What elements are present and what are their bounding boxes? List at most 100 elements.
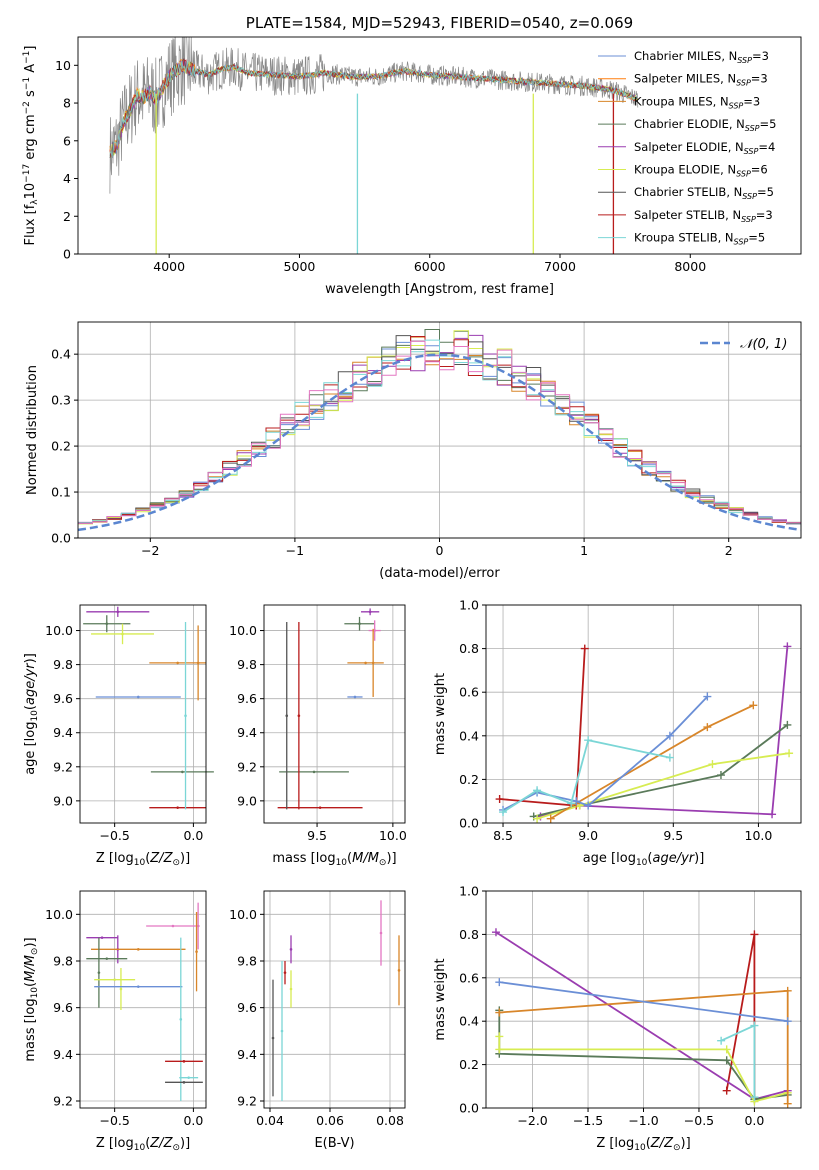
x-tick-label: −1 (286, 543, 304, 558)
x-tick-label: 2 (725, 543, 733, 558)
legend-text: Chabrier STELIB, N (634, 185, 742, 199)
label-part: Z [log (96, 1136, 134, 1151)
y-tick-label: 9.2 (237, 1094, 257, 1109)
x-tick-label: 7000 (544, 259, 576, 274)
legend-value: =4 (758, 140, 775, 154)
label-part: Normed distribution (25, 365, 40, 495)
label-part: ( (145, 851, 150, 866)
data-point (358, 622, 361, 626)
y-axis-label: age [log10(age/yr)] (23, 653, 40, 775)
point-6 (86, 957, 128, 960)
chart-title: PLATE=1584, MJD=52943, FIBERID=0540, z=0… (246, 14, 633, 32)
x-tick-label: 0.0 (744, 1113, 764, 1128)
axes-frame (79, 604, 207, 824)
data-point (271, 1036, 275, 1040)
series-0 (495, 644, 589, 810)
x-axis-label: age [log10(age/yr)] (583, 851, 705, 868)
data-point (179, 1018, 183, 1021)
series-marker (533, 786, 542, 795)
y-axis-label: Flux [fλ10−17 erg cm−2 s−1 A−1] (22, 46, 40, 246)
y-axis-label: mass weight (433, 958, 448, 1040)
x-tick-label: −0.5 (684, 1113, 714, 1128)
legend-value: =5 (748, 231, 765, 245)
label-part: age/yr (23, 662, 38, 705)
legend-text: Salpeter STELIB, N (634, 208, 741, 222)
legend-item-6: Chabrier STELIB, NSSP=5 (598, 185, 774, 201)
series-marker (722, 1045, 731, 1054)
point-2 (86, 936, 118, 939)
legend-sub: SSP (737, 56, 752, 65)
y-tick-label: 10.0 (229, 623, 257, 638)
legend-text: Salpeter ELODIE, N (634, 140, 744, 154)
series-line (502, 695, 709, 811)
y-tick-label: 9.6 (53, 1000, 73, 1015)
x-tick-label: 0.04 (256, 1113, 284, 1128)
point-9 (119, 968, 123, 1010)
point-5 (379, 900, 383, 966)
label-part: 10 (336, 858, 348, 868)
spectrum-frame (77, 36, 802, 255)
y-tick-label: 9.4 (53, 725, 73, 740)
y-tick-label: 0.8 (459, 641, 479, 656)
data-point (105, 622, 109, 626)
data-point (184, 714, 187, 718)
legend-label: Chabrier STELIB, NSSP=5 (634, 185, 774, 201)
data-point (105, 957, 109, 960)
point-7 (277, 806, 363, 809)
label-part: Z/Z (149, 1136, 173, 1151)
series-4 (495, 986, 792, 1108)
label-part: 10 (636, 858, 648, 868)
series-marker (546, 814, 555, 823)
label-part: ( (647, 851, 652, 866)
legend-sub: SSP (736, 79, 751, 88)
axes-frame (485, 890, 802, 1109)
x-tick-label: 0.08 (376, 1113, 404, 1128)
data-point (195, 950, 198, 953)
x-tick-label: 5000 (284, 259, 316, 274)
legend-label: Chabrier ELODIE, NSSP=5 (634, 117, 776, 133)
label-part: ⊙ (379, 858, 387, 868)
data-point (289, 948, 293, 951)
model-spectrum-8 (109, 60, 638, 158)
label-part: s (23, 90, 38, 101)
label-part: age [log (23, 722, 38, 775)
data-point (136, 695, 140, 699)
label-part: λ (30, 199, 40, 205)
y-tick-label: 9.0 (237, 793, 257, 808)
legend-value: =3 (743, 94, 760, 108)
series-3 (533, 749, 794, 823)
label-part: 10 (134, 858, 146, 868)
axes-spectrum: 4000 5000 6000 7000 8000 0 2 4 6 8 10 (55, 58, 706, 274)
series-marker (703, 723, 712, 732)
series-marker (495, 795, 504, 804)
y-axis-label: mass [log10(M/M⊙)] (23, 937, 40, 1061)
y-tick-label: 9.6 (237, 1000, 257, 1015)
label-part: (data-model)/error (379, 566, 500, 581)
label-part: mass weight (433, 958, 448, 1040)
series-marker (750, 1093, 759, 1102)
x-axis-label: wavelength [Angstrom, rest frame] (325, 282, 554, 297)
label-part: )] (681, 1136, 691, 1151)
x-tick-label: 0 (436, 543, 444, 558)
label-part: −17 (22, 164, 32, 183)
data-point (312, 770, 316, 774)
series-marker (567, 799, 576, 808)
data-point (176, 806, 179, 809)
axes-age-vs-mass: 9.5 10.0 9.0 9.2 9.4 9.6 9.8 10.0 (229, 605, 407, 843)
data-point (100, 936, 104, 939)
data-point (113, 978, 116, 981)
y-tick-label: 0.0 (459, 1101, 479, 1116)
legend-value: =5 (760, 117, 777, 131)
x-tick-label: 8000 (674, 259, 706, 274)
point-14 (165, 1081, 203, 1084)
y-tick-label: 9.6 (53, 691, 73, 706)
data-point (176, 661, 179, 665)
x-tick-label: −1.0 (628, 1113, 658, 1128)
point-0 (86, 606, 150, 617)
legend-sub: SSP (742, 192, 757, 201)
series-line (499, 981, 788, 1023)
label-part: Z/Z (650, 1136, 674, 1151)
x-tick-label: −2.0 (517, 1113, 547, 1128)
point-1 (83, 615, 131, 633)
x-tick-label: 8.5 (493, 828, 513, 843)
